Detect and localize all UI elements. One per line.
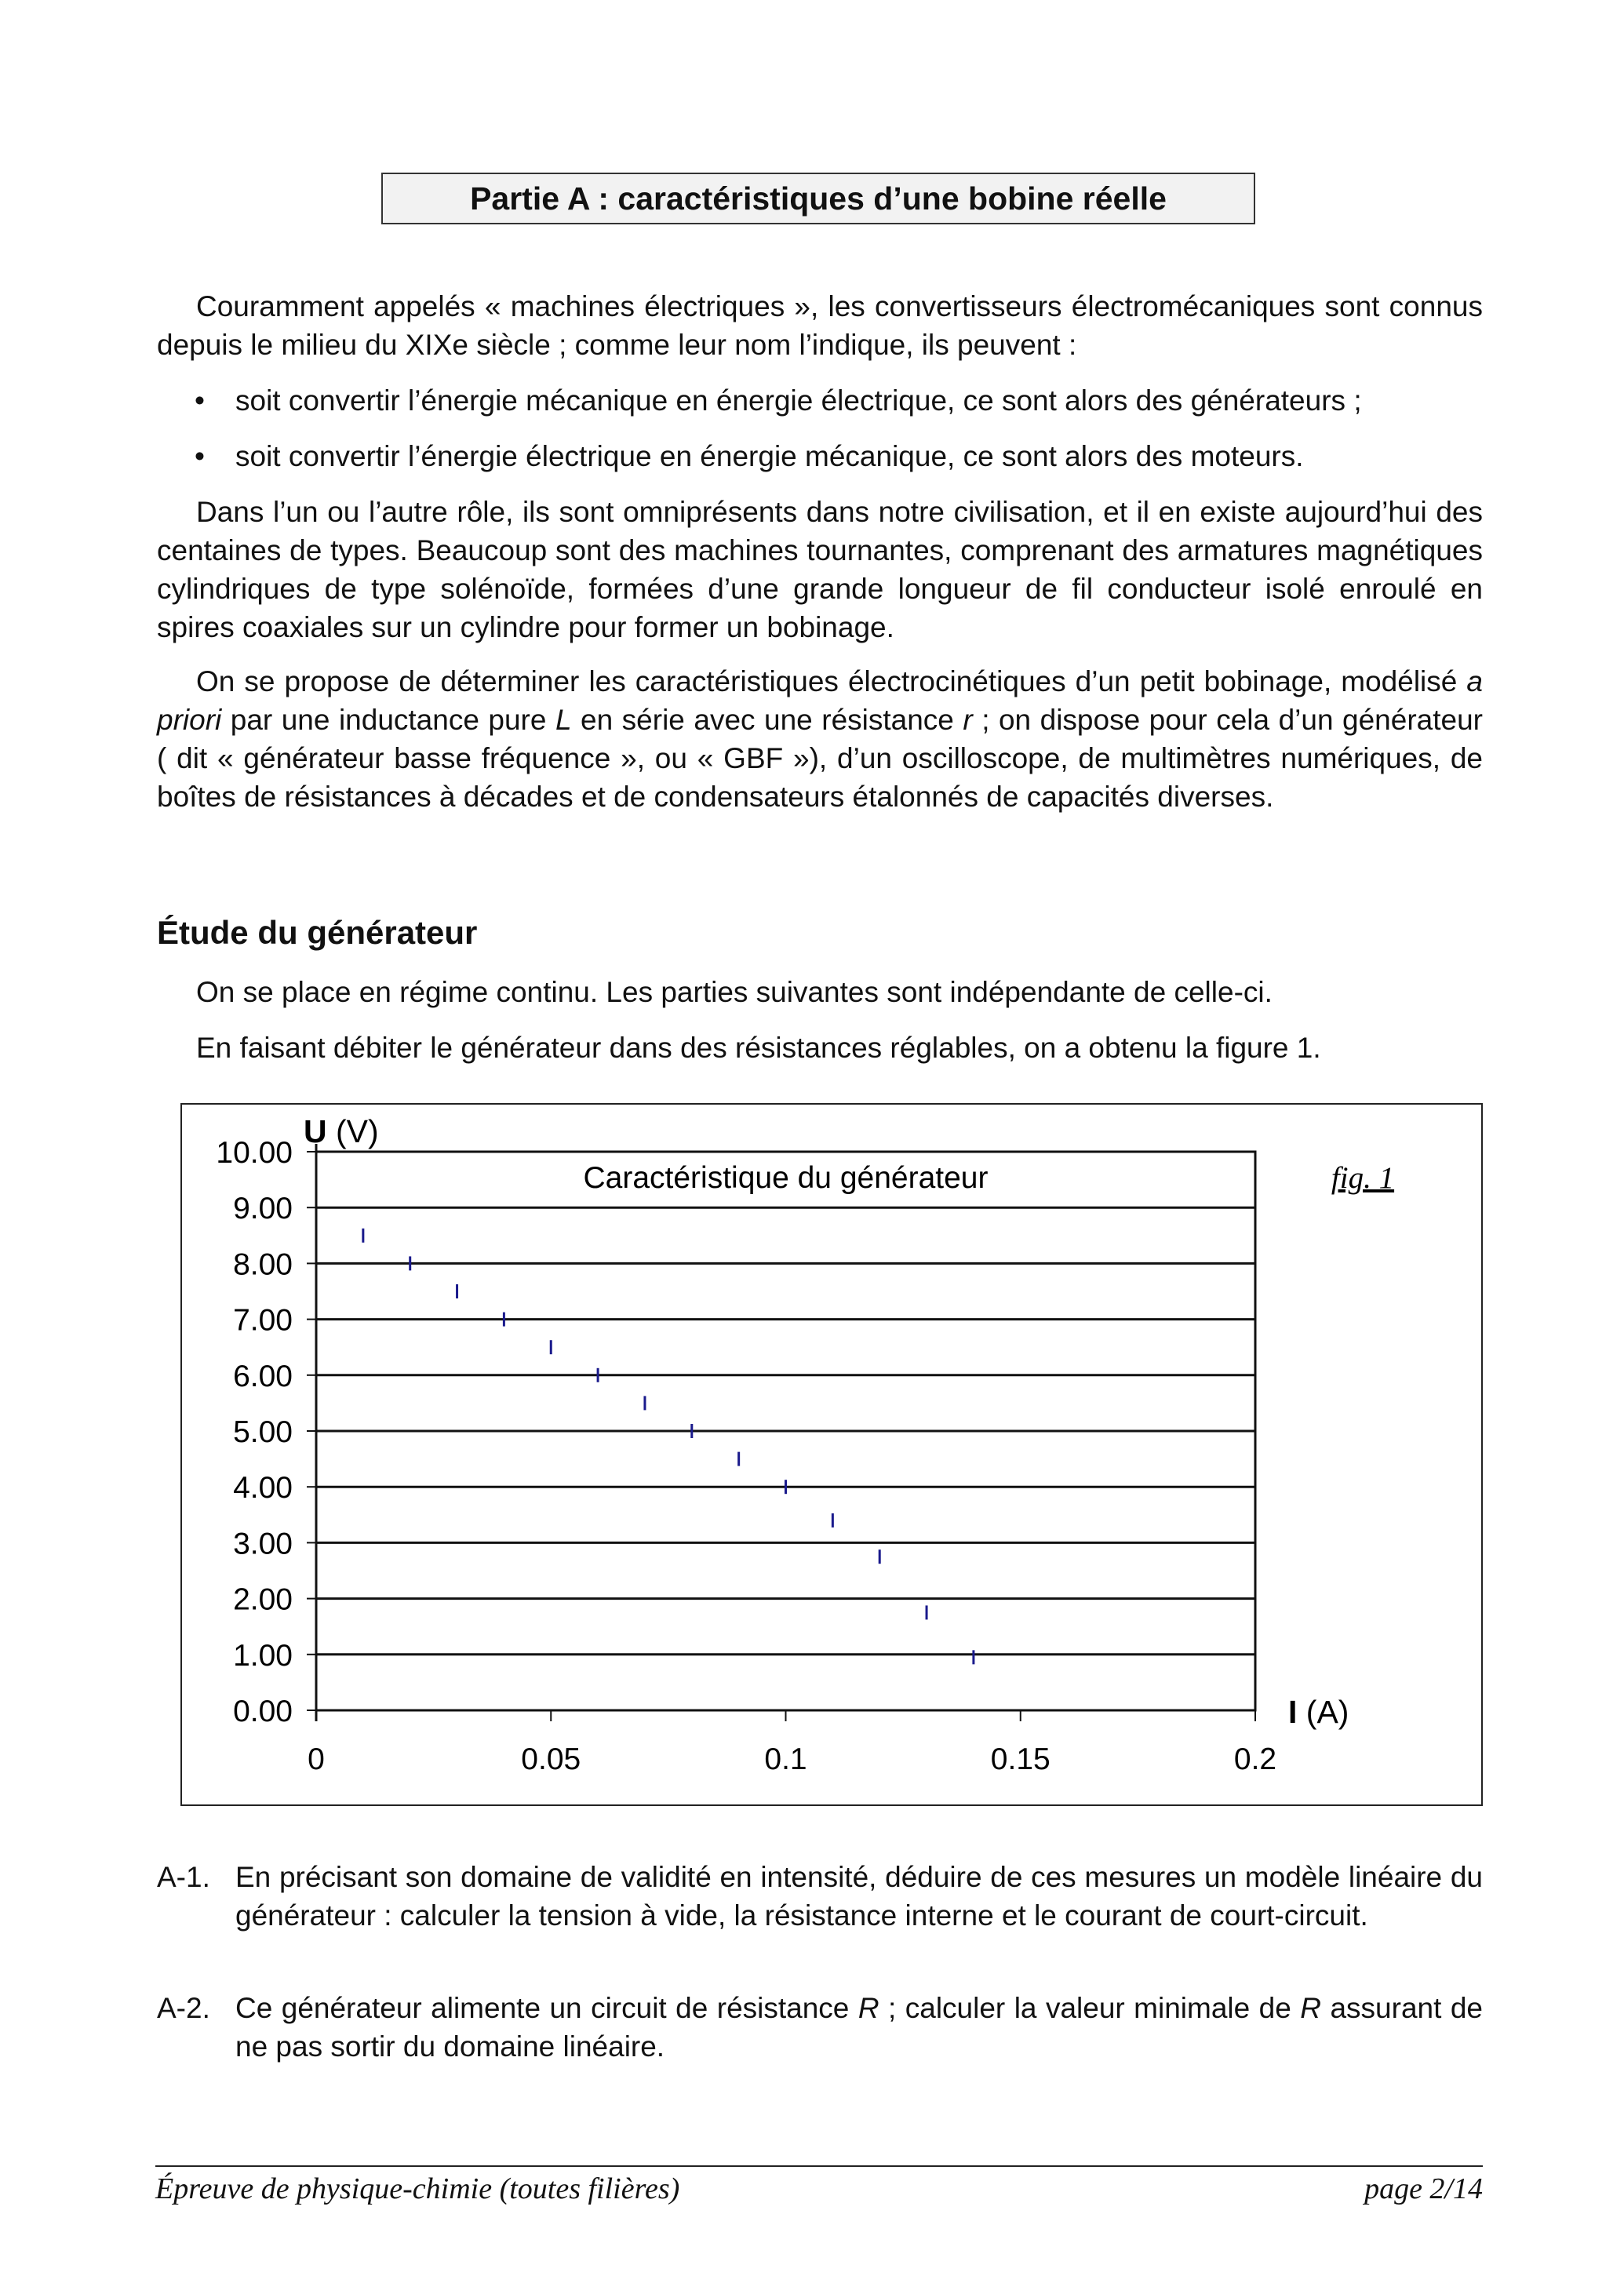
question-text: Ce générateur alimente un circuit de rés… bbox=[235, 1989, 1483, 2066]
part-title: Partie A : caractéristiques d’une bobine… bbox=[381, 173, 1255, 224]
y-tick-label: 10.00 bbox=[216, 1136, 293, 1170]
intro-paragraph-3: On se propose de déterminer les caractér… bbox=[157, 662, 1483, 816]
text: par une inductance pure bbox=[221, 704, 555, 736]
x-tick-label: 0.1 bbox=[764, 1742, 807, 1776]
bullet-item: soit convertir l’énergie électrique en é… bbox=[195, 437, 1303, 475]
question-number: A-1. bbox=[157, 1861, 210, 1893]
text: R bbox=[1300, 1992, 1322, 2024]
y-tick-label: 8.00 bbox=[233, 1247, 293, 1281]
text: On se propose de déterminer les caractér… bbox=[196, 665, 1467, 697]
x-tick-label: 0.2 bbox=[1234, 1742, 1276, 1776]
x-tick-label: 0 bbox=[308, 1742, 325, 1776]
y-tick-label: 6.00 bbox=[233, 1360, 293, 1393]
text: ; calculer la valeur minimale de bbox=[879, 1992, 1301, 2024]
y-tick-label: 1.00 bbox=[233, 1639, 293, 1673]
x-tick-label: 0.15 bbox=[991, 1742, 1051, 1776]
y-tick-label: 2.00 bbox=[233, 1583, 293, 1617]
question-text: En précisant son domaine de validité en … bbox=[235, 1861, 1483, 1932]
y-tick-label: 4.00 bbox=[233, 1471, 293, 1505]
x-tick-label: 0.05 bbox=[521, 1742, 581, 1776]
intro-paragraph-2: Dans l’un ou l’autre rôle, ils sont omni… bbox=[157, 496, 1483, 643]
chart-svg: 0.00 1.00 2.00 3.00 4.00 5.00 6.00 7.00 8.00 9.00… bbox=[216, 1113, 1394, 1776]
y-tick-label: 9.00 bbox=[233, 1192, 293, 1225]
section-line-1: On se place en régime continu. Les parti… bbox=[196, 976, 1273, 1008]
y-tick-label: 7.00 bbox=[233, 1304, 293, 1338]
y-tick-label: 0.00 bbox=[233, 1695, 293, 1728]
text: L bbox=[555, 704, 572, 736]
text: R bbox=[858, 1992, 879, 2024]
y-tick-label: 3.00 bbox=[233, 1527, 293, 1560]
text: Ce générateur alimente un circuit de rés… bbox=[235, 1992, 858, 2024]
section-line-2: En faisant débiter le générateur dans de… bbox=[196, 1032, 1321, 1064]
chart-title: Caractéristique du générateur bbox=[584, 1161, 989, 1195]
question-number: A-2. bbox=[157, 1992, 210, 2024]
intro-paragraph-1: Couramment appelés « machines électrique… bbox=[157, 290, 1483, 361]
text: assurant de ne pas sortir du domaine lin… bbox=[235, 1992, 1483, 2063]
x-axis-label: I (A) bbox=[1288, 1694, 1349, 1730]
text: ; on dispose pour cela d’un générateur (… bbox=[157, 704, 1483, 813]
text: r bbox=[963, 704, 973, 736]
y-tick-label: 5.00 bbox=[233, 1415, 293, 1449]
section-heading: Étude du générateur bbox=[157, 914, 478, 951]
page-footer: Épreuve de physique-chimie (toutes filiè… bbox=[155, 2165, 1483, 2206]
y-axis-label: U (V) bbox=[304, 1113, 379, 1149]
question-a1: A-1. En précisant son domaine de validit… bbox=[157, 1858, 1483, 1935]
text: en série avec une résistance bbox=[571, 704, 963, 736]
footer-title: Épreuve de physique-chimie (toutes filiè… bbox=[155, 2172, 680, 2205]
figure-label: fig. 1 bbox=[1331, 1161, 1394, 1195]
figure-1-chart: 0.00 1.00 2.00 3.00 4.00 5.00 6.00 7.00 8.00 9.00… bbox=[180, 1103, 1483, 1806]
bullet-item: soit convertir l’énergie mécanique en én… bbox=[195, 381, 1362, 420]
question-a2: A-2. Ce générateur alimente un circuit d… bbox=[157, 1989, 1483, 2066]
page-number: page 2/14 bbox=[1364, 2172, 1483, 2205]
text: a priori bbox=[157, 665, 1483, 736]
